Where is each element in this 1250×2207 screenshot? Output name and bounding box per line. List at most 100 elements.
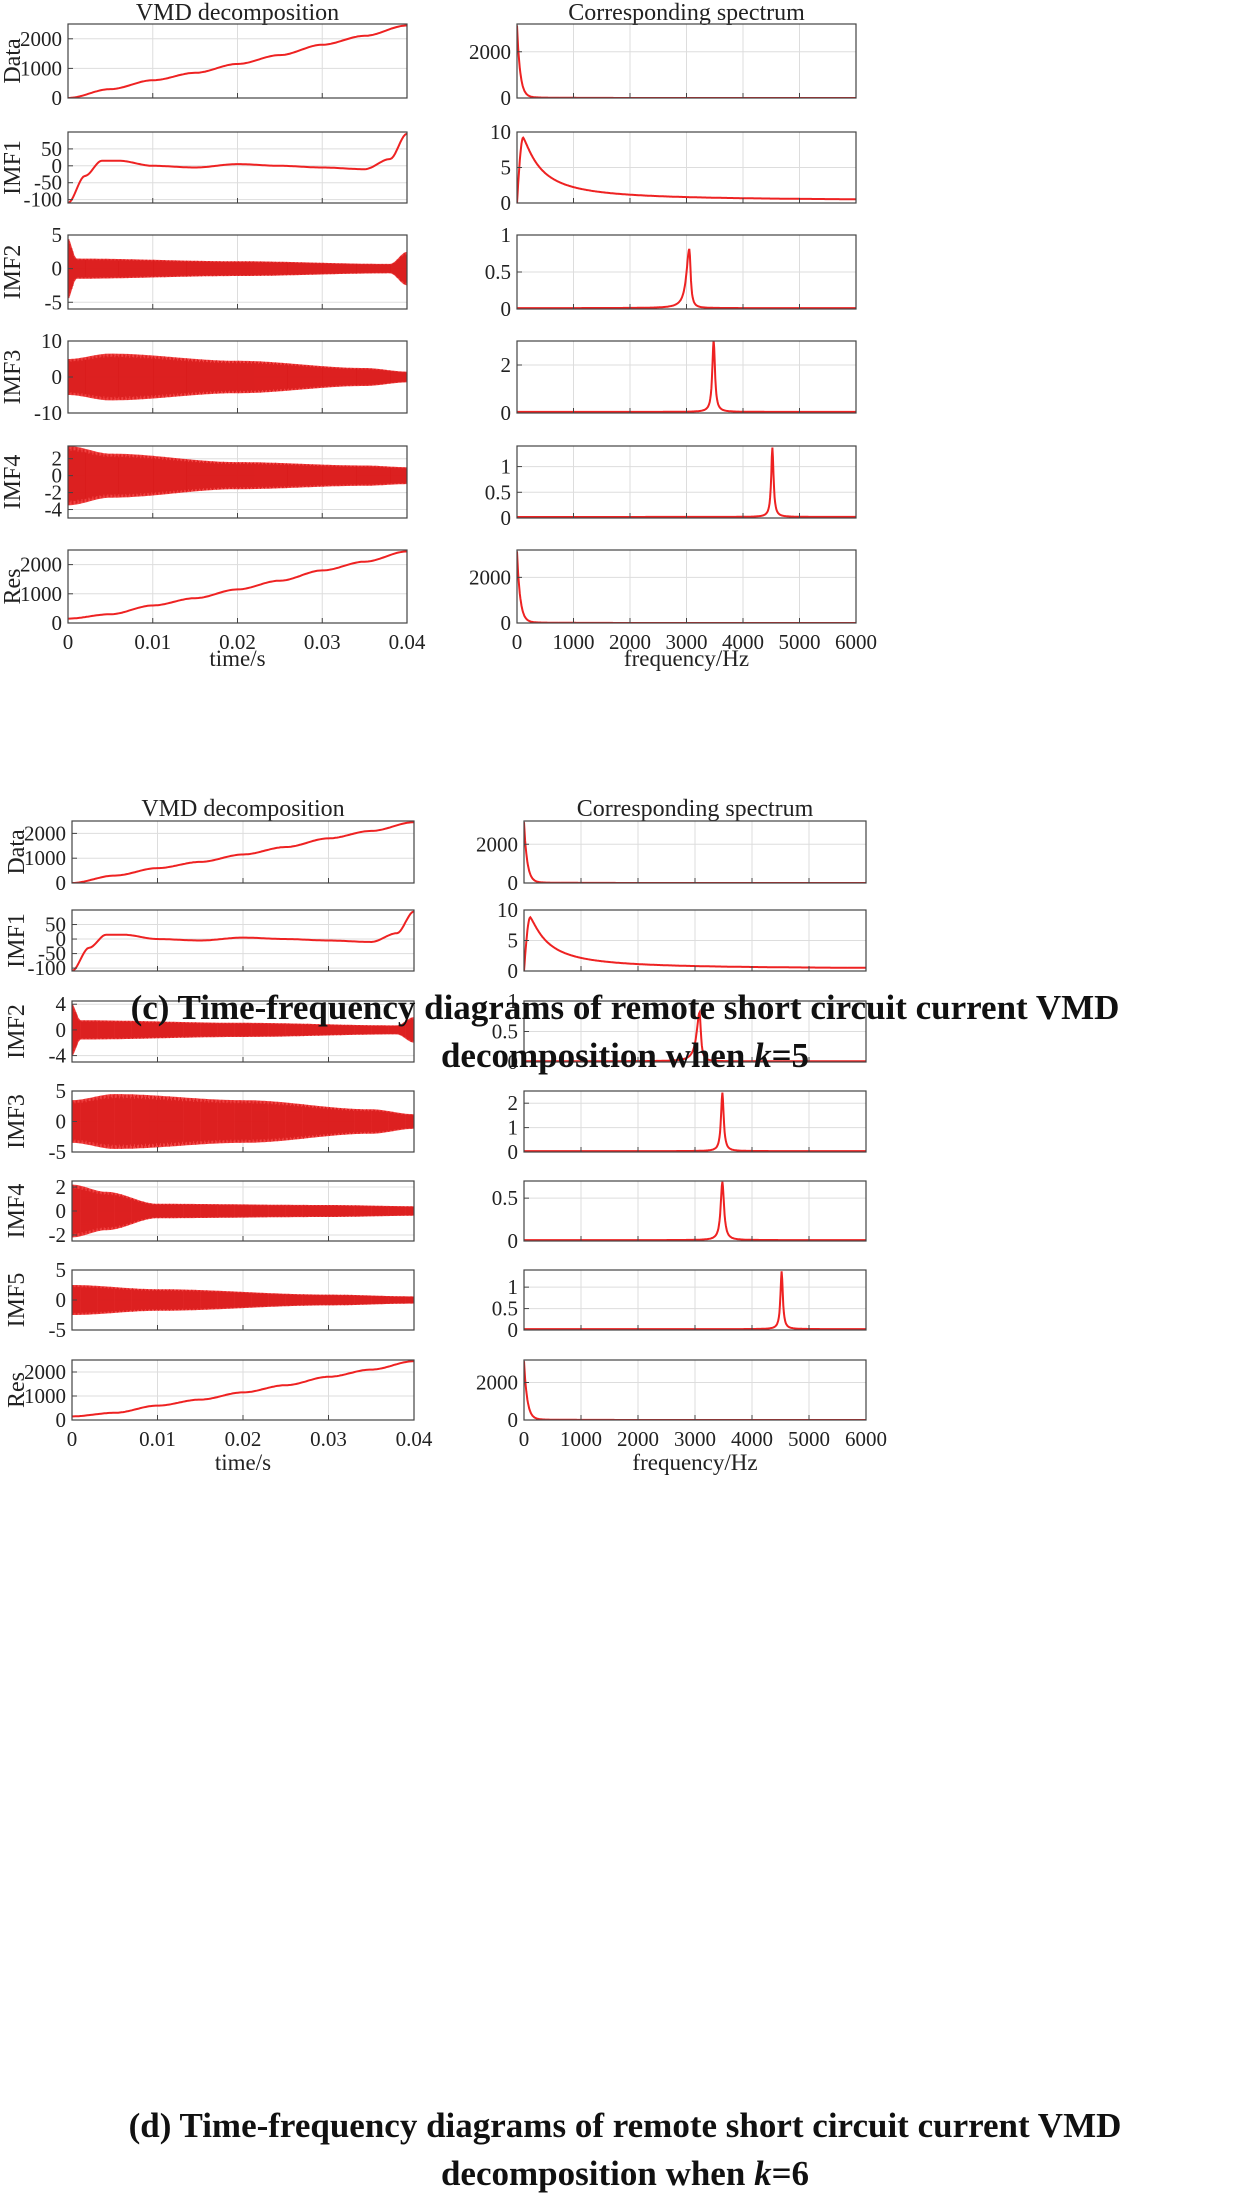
fig-d-row-label-data: Data xyxy=(4,829,30,875)
fig-d-time-data-ytick-label: 2000 xyxy=(24,821,66,845)
fig-c-time-imf3-ytick-label: 0 xyxy=(52,365,63,389)
fig-d-time-imf1-ytick-label: 50 xyxy=(45,913,66,937)
fig-c-time-imf2-ytick-label: -5 xyxy=(45,290,63,314)
fig-d-spec-imf3-ytick-label: 0 xyxy=(508,1140,519,1164)
fig-c-spec-res-xtick-label: 3000 xyxy=(666,630,708,654)
fig-d-time-imf3-ytick-label: -5 xyxy=(49,1140,67,1164)
fig-d-spec-imf3-ytick-label: 2 xyxy=(508,1091,519,1115)
fig-c-time-imf4-ytick-label: 0 xyxy=(52,464,63,488)
fig-c-time-imf1-ytick-label: 50 xyxy=(41,137,62,161)
fig-d-spec-res-xtick-label: 6000 xyxy=(845,1427,887,1451)
fig-d-time-imf2-oscillation xyxy=(72,1004,414,1055)
fig-c-time-imf4-ytick-label: -4 xyxy=(45,498,63,522)
fig-d-time-imf4-oscillation xyxy=(72,1184,414,1238)
fig-d-time-data-series-group xyxy=(72,821,414,883)
fig-d-spec-imf1-ytick-label: 10 xyxy=(497,898,518,922)
fig-c-time-imf3-series-group xyxy=(68,353,407,401)
fig-c-time-imf1-line xyxy=(68,132,407,203)
caption-c: (c) Time-frequency diagrams of remote sh… xyxy=(0,984,1250,1080)
fig-c-time-xlabel: time/s xyxy=(209,646,265,671)
fig-c-time-imf3-oscillation xyxy=(68,353,407,401)
fig-c-spec-res-xtick-label: 5000 xyxy=(779,630,821,654)
caption-c-line1: (c) Time-frequency diagrams of remote sh… xyxy=(130,988,1120,1027)
fig-d-time-imf3-oscillation xyxy=(72,1094,414,1149)
fig-d-spec-imf2-ytick-label: 0 xyxy=(508,1050,519,1074)
fig-d-spec-imf2-ytick-label: 0.5 xyxy=(492,1020,518,1044)
fig-d-time-res-line xyxy=(72,1360,414,1418)
fig-c-spec-imf1-ytick-label: 5 xyxy=(501,156,512,180)
fig-d-time-res-xtick-label: 0.01 xyxy=(139,1427,176,1451)
fig-c-spec-res-xtick-label: 2000 xyxy=(609,630,651,654)
fig-d-left-title: VMD decomposition xyxy=(141,796,344,822)
fig-d-time-imf2-ytick-label: -4 xyxy=(49,1044,67,1068)
fig-d-time-imf3-series-group xyxy=(72,1094,414,1149)
caption-d-line2: decomposition when k=6 xyxy=(0,2150,1250,2198)
fig-d-right-title: Corresponding spectrum xyxy=(577,796,814,822)
fig-d-spec-imf5-ytick-label: 0 xyxy=(508,1318,519,1342)
fig-c-time-imf2-oscillation xyxy=(68,239,407,299)
fig-d-time-imf1-line xyxy=(72,910,414,971)
fig-d-spec-res-xtick-label: 3000 xyxy=(674,1427,716,1451)
fig-c-row-label-imf1: IMF1 xyxy=(0,140,26,195)
fig-d-spec-imf1-ytick-label: 0 xyxy=(508,959,519,983)
fig-c-spec-res-ytick-label: 0 xyxy=(501,611,512,635)
fig-d-time-imf5-ytick-label: 5 xyxy=(56,1258,67,1282)
fig-c-row-label-imf2: IMF2 xyxy=(0,245,26,300)
fig-c-spec-imf4-ytick-label: 0 xyxy=(501,506,512,530)
fig-c-spec-imf2-ytick-label: 0.5 xyxy=(485,260,511,284)
fig-d-time-imf4-series-group xyxy=(72,1184,414,1238)
fig-c-spec-imf2-ytick-label: 0 xyxy=(501,297,512,321)
fig-d-spec-res-ytick-label: 2000 xyxy=(476,1371,518,1395)
caption-c-line2: decomposition when k=5 xyxy=(0,1032,1250,1080)
fig-d-time-res-ytick-label: 0 xyxy=(56,1408,67,1432)
fig-c-time-res-ytick-label: 0 xyxy=(52,611,63,635)
fig-d-time-res-series-group xyxy=(72,1360,414,1418)
fig-c-time-res-series-group xyxy=(68,550,407,620)
fig-d-time-imf1-ytick-label: -50 xyxy=(38,942,66,966)
fig-c-time-res-xtick-label: 0.02 xyxy=(219,630,256,654)
fig-d-time-res-xtick-label: 0.04 xyxy=(396,1427,433,1451)
fig-d-spec-imf4-ytick-label: 0.5 xyxy=(492,1186,518,1210)
fig-c-time-imf2-series-group xyxy=(68,238,407,299)
fig-d-time-imf4-ytick-label: 0 xyxy=(56,1199,67,1223)
fig-c-left-title: VMD decomposition xyxy=(136,0,339,26)
fig-d-time-imf1-ytick-label: -100 xyxy=(28,956,67,980)
fig-c-time-res-line xyxy=(68,550,407,620)
fig-d-row-label-imf1: IMF1 xyxy=(4,913,30,968)
fig-c-spec-res-ytick-label: 2000 xyxy=(469,565,511,589)
fig-c-time-res-ytick-label: 2000 xyxy=(20,553,62,577)
fig-c-time-data-ytick-label: 0 xyxy=(52,86,63,110)
fig-d-time-res-ytick-label: 1000 xyxy=(24,1384,66,1408)
fig-c-time-res-xtick-label: 0.01 xyxy=(134,630,171,654)
fig-c-time-imf3-ytick-label: 10 xyxy=(41,329,62,353)
fig-c-row-label-imf4: IMF4 xyxy=(0,455,26,510)
fig-c-time-data-line xyxy=(68,24,407,98)
fig-d-spec-imf5-ytick-label: 1 xyxy=(508,1275,519,1299)
caption-c-suffix: =5 xyxy=(771,1036,810,1075)
fig-d-time-res-xtick-label: 0 xyxy=(67,1427,78,1451)
fig-d-row-label-imf4: IMF4 xyxy=(4,1184,30,1239)
fig-c-spec-res-xtick-label: 4000 xyxy=(722,630,764,654)
fig-c-spec-res-xtick-label: 0 xyxy=(512,630,523,654)
fig-c-time-data-series-group xyxy=(68,24,407,98)
fig-c-row-label-data: Data xyxy=(0,38,26,84)
fig-c-spec-res-xtick-label: 6000 xyxy=(835,630,877,654)
fig-c-row-label-res: Res xyxy=(0,569,26,605)
fig-c-time-imf4-ytick-label: -2 xyxy=(45,481,63,505)
fig-d-time-res-xtick-label: 0.02 xyxy=(225,1427,262,1451)
fig-c-time-data-ytick-label: 1000 xyxy=(20,56,62,80)
fig-c-time-imf1-ytick-label: 0 xyxy=(52,154,63,178)
fig-d-spec-res-xtick-label: 1000 xyxy=(560,1427,602,1451)
fig-c-spec-data-ytick-label: 0 xyxy=(501,86,512,110)
fig-d-spec-res-ytick-label: 0 xyxy=(508,1408,519,1432)
fig-d-spec-imf3-ytick-label: 1 xyxy=(508,1116,519,1140)
caption-d-prefix: decomposition when xyxy=(440,2154,755,2193)
caption-c-prefix: decomposition when xyxy=(440,1036,755,1075)
fig-d-spec-imf2-ytick-label: 1 xyxy=(508,989,519,1013)
fig-c-spec-imf3-ytick-label: 2 xyxy=(501,353,512,377)
fig-c-time-imf4-oscillation xyxy=(68,446,407,506)
fig-d-spec-imf5-ytick-label: 0.5 xyxy=(492,1297,518,1321)
fig-d-time-imf2-series-group xyxy=(72,1004,414,1056)
caption-d-suffix: =6 xyxy=(771,2154,810,2193)
fig-c-freq-xlabel: frequency/Hz xyxy=(624,646,749,671)
